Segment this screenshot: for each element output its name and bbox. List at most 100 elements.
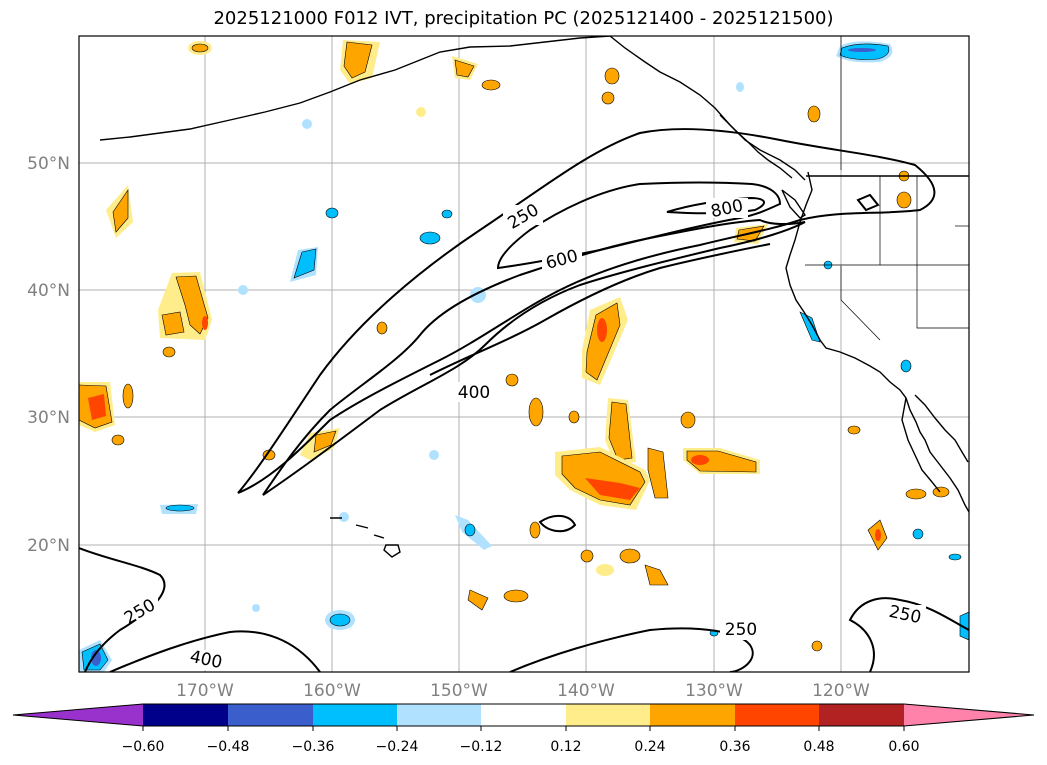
colorbar-tick: −0.36 xyxy=(292,739,335,755)
precip-shading xyxy=(79,40,969,672)
precip-patch xyxy=(302,119,312,129)
precip-patch xyxy=(191,43,209,53)
ivt-small-loop xyxy=(856,193,880,212)
lon-label-160w: 160°W xyxy=(303,681,361,701)
label-bg xyxy=(454,382,494,402)
lon-label-130w: 130°W xyxy=(685,681,743,701)
precip-patch xyxy=(948,553,962,561)
label-bg xyxy=(186,650,226,670)
precip-patch xyxy=(165,504,195,512)
alaska-coast xyxy=(99,36,611,141)
precip-patch xyxy=(896,191,912,209)
precip-patch xyxy=(238,285,248,295)
ivt-contour-250-south xyxy=(79,547,166,672)
lon-label-170w: 170°W xyxy=(176,681,234,701)
precip-patch xyxy=(343,41,373,79)
gulf-of-california xyxy=(914,394,969,463)
colorbar-segment xyxy=(481,704,566,726)
colorbar-segment xyxy=(904,704,1034,726)
map-frame xyxy=(78,35,970,673)
precip-patch xyxy=(313,430,337,453)
border-line xyxy=(840,266,881,341)
lon-label-140w: 140°W xyxy=(557,681,615,701)
precip-patch xyxy=(111,434,125,446)
lat-label-50n: 50°N xyxy=(27,154,70,174)
colorbar-segment xyxy=(313,704,397,726)
colorbar-segment xyxy=(566,704,650,726)
precip-patch xyxy=(329,613,351,627)
gridlines xyxy=(79,36,969,672)
colorbar-tick: 0.36 xyxy=(719,739,750,755)
colorbar-segment xyxy=(397,704,481,726)
precip-patch xyxy=(848,48,876,52)
ivt-contour-250-far-se xyxy=(848,597,969,672)
alaska-panhandle-coast xyxy=(609,36,806,181)
ivt-contour-400 xyxy=(262,218,806,496)
lon-label-120w: 120°W xyxy=(812,681,870,701)
vancouver-island xyxy=(781,189,806,219)
precip-patch xyxy=(503,589,529,603)
lat-label-30n: 30°N xyxy=(27,408,70,428)
contour-label: 250 xyxy=(725,620,757,640)
precip-patch xyxy=(481,79,501,91)
precip-patch xyxy=(619,548,641,564)
colorbar-segment xyxy=(819,704,904,726)
us-west-coast xyxy=(785,171,969,513)
precip-patch xyxy=(691,455,709,465)
precip-patch xyxy=(325,207,339,219)
colorbar-segment xyxy=(228,704,313,726)
label-bg xyxy=(118,598,158,620)
colorbar-tick: 0.60 xyxy=(888,739,919,755)
colorbar-tick: 0.48 xyxy=(803,739,834,755)
map-title: 2025121000 F012 IVT, precipitation PC (2… xyxy=(213,8,834,29)
lat-label-20n: 20°N xyxy=(27,536,70,556)
ivt-contour-600 xyxy=(496,181,782,270)
state-borders xyxy=(805,36,969,341)
precip-patch xyxy=(505,373,519,387)
precip-patch xyxy=(608,401,633,461)
precip-patch xyxy=(202,316,208,330)
colorbar-tick: −0.24 xyxy=(376,739,419,755)
precip-patch xyxy=(175,275,209,335)
label-bg xyxy=(720,620,762,640)
precip-patch xyxy=(900,359,912,373)
label-bg xyxy=(884,605,926,625)
precip-patch xyxy=(601,91,615,105)
ivt-contour-400-inner xyxy=(429,243,771,376)
ivt-contour-250 xyxy=(237,128,936,494)
colorbar-segment xyxy=(735,704,819,726)
precip-patch xyxy=(441,209,453,219)
precip-patch xyxy=(807,105,821,123)
colorbar-tick: 0.24 xyxy=(634,739,665,755)
precip-patch xyxy=(680,411,696,429)
ivt-small-loop xyxy=(538,514,577,533)
precip-patch xyxy=(847,425,861,435)
precip-patch xyxy=(88,394,106,420)
precip-patch xyxy=(464,523,476,537)
colorbar-segment xyxy=(13,704,143,726)
border-line xyxy=(916,176,969,329)
colorbar-segment xyxy=(650,704,735,726)
precip-patch xyxy=(112,189,129,233)
ivt-contour-400-south xyxy=(109,630,321,672)
precip-patch xyxy=(905,488,927,500)
precip-patch xyxy=(597,318,607,342)
precip-patch xyxy=(429,450,439,460)
precip-patch xyxy=(604,67,620,85)
precip-patch xyxy=(736,82,744,92)
colorbar-tick: −0.60 xyxy=(122,739,165,755)
precip-patch xyxy=(959,611,969,641)
precip-patch xyxy=(339,512,349,522)
precip-patch xyxy=(528,397,544,427)
precip-patch xyxy=(252,604,260,612)
precip-patch xyxy=(799,311,821,343)
ivt-contour-250-se xyxy=(509,627,754,672)
precip-patch xyxy=(91,650,101,666)
precip-patch xyxy=(811,640,823,652)
precip-patch xyxy=(568,410,580,424)
baja-peninsula xyxy=(901,397,941,493)
border-line xyxy=(805,176,881,266)
precip-patch xyxy=(580,549,594,563)
precip-patch xyxy=(912,528,924,540)
